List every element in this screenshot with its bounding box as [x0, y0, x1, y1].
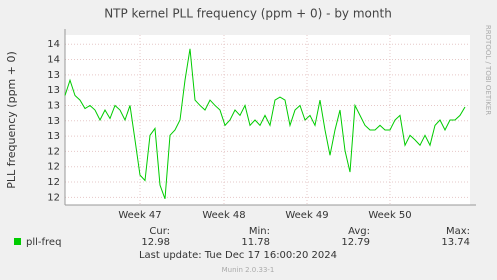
legend-stat-header: Avg: — [348, 226, 370, 237]
footer: Munin 2.0.33-1 — [222, 266, 275, 274]
x-tick-label: Week 50 — [368, 210, 411, 221]
x-tick-label: Week 47 — [118, 210, 161, 221]
legend-stat-value: 13.74 — [441, 237, 470, 248]
y-tick-label: 14 — [47, 39, 60, 50]
y-tick-label: 13 — [47, 131, 60, 142]
y-tick-label: 13 — [47, 116, 60, 127]
line — [64, 48, 466, 200]
y-tick-label: 13 — [47, 100, 60, 111]
y-tick-label: 13 — [47, 85, 60, 96]
legend-stat-value: 11.78 — [241, 237, 270, 248]
y-tick-label: 12 — [47, 177, 60, 188]
x-tick-label: Week 49 — [285, 210, 328, 221]
side-text: RRDTOOL / TOBI OETIKER — [484, 25, 492, 115]
legend-swatch — [14, 238, 21, 245]
legend-stat-value: 12.79 — [341, 237, 370, 248]
last-update: Last update: Tue Dec 17 16:00:20 2024 — [139, 250, 337, 261]
y-axis-label: PLL frequency (ppm + 0) — [5, 51, 18, 189]
y-tick-label: 14 — [47, 55, 60, 66]
y-tick-label: 12 — [47, 192, 60, 203]
legend-label: pll-freq — [26, 237, 61, 248]
legend-stat-header: Max: — [446, 226, 470, 237]
legend-stat-header: Min: — [249, 226, 270, 237]
y-tick-label: 12 — [47, 146, 60, 157]
y-tick-label: 13 — [47, 70, 60, 81]
legend-stat-value: 12.98 — [141, 237, 170, 248]
legend-stat-header: Cur: — [149, 226, 170, 237]
x-tick-label: Week 48 — [202, 210, 245, 221]
chart-title: NTP kernel PLL frequency (ppm + 0) - by … — [104, 7, 392, 21]
y-tick-label: 12 — [47, 162, 60, 173]
